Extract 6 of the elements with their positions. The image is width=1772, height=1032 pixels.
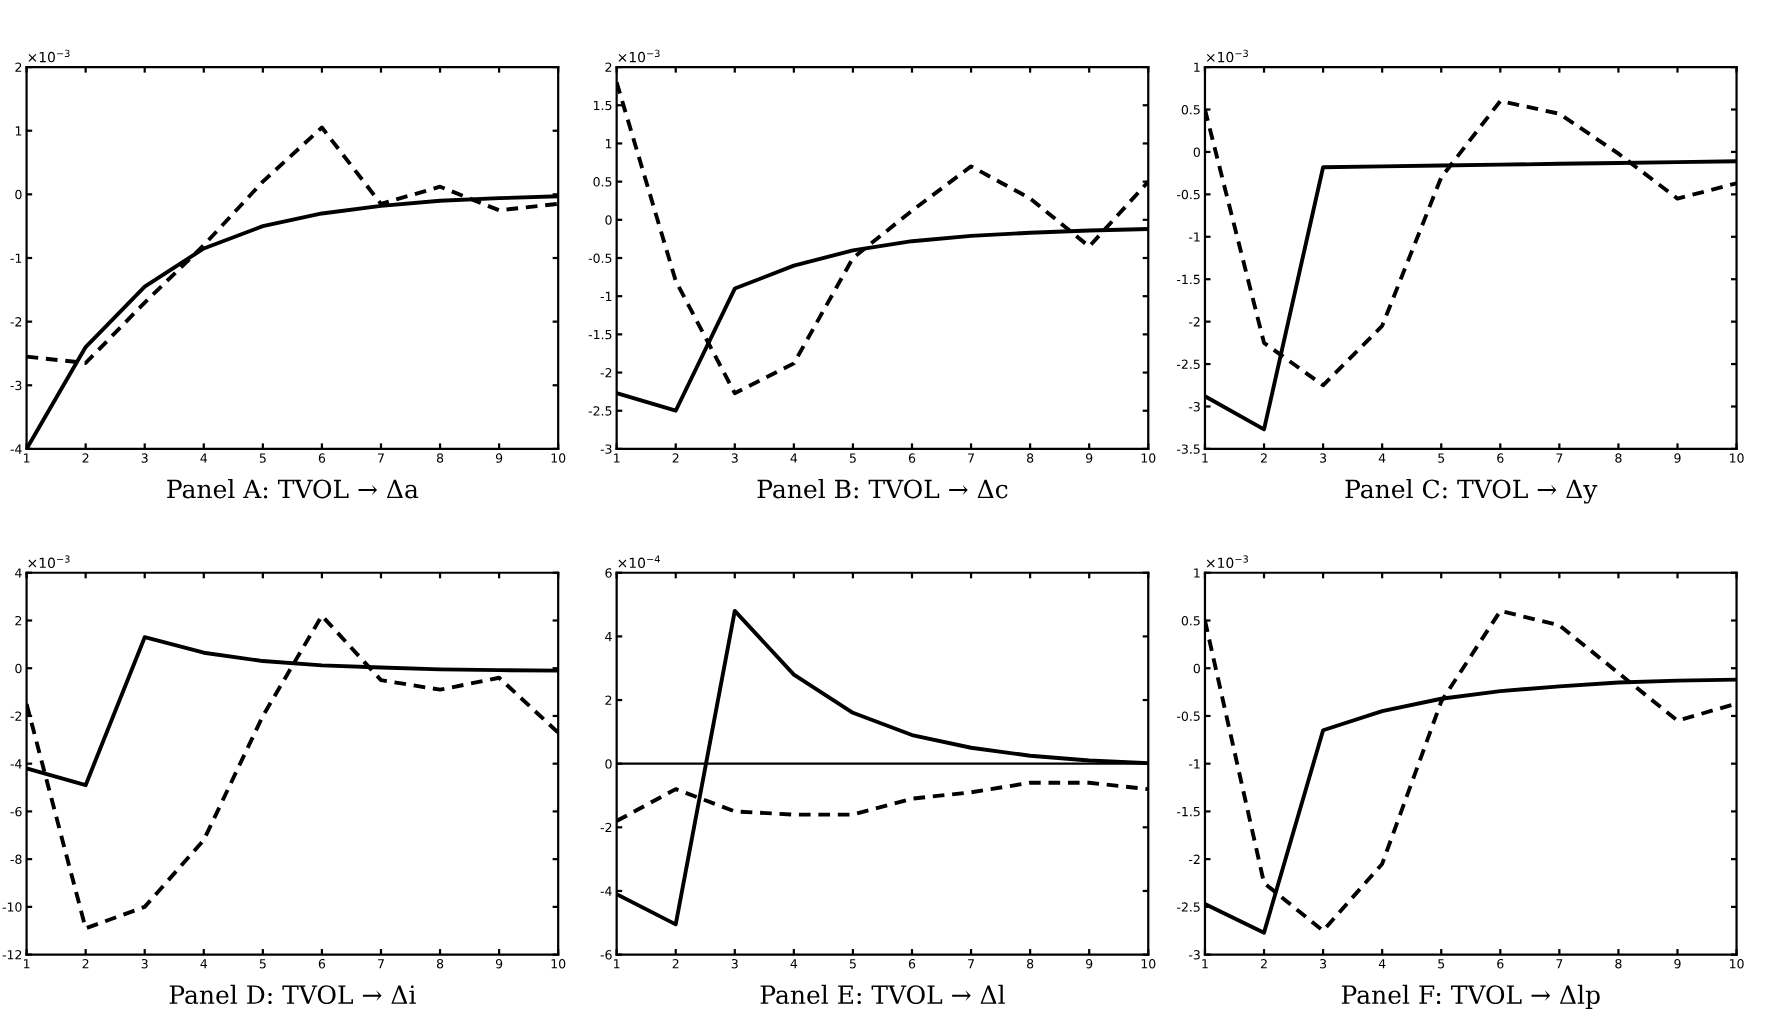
x-axis-title: Panel A: TVOL → Δa — [167, 479, 419, 499]
x-axis-title: Panel E: TVOL → Δl — [760, 984, 1005, 1005]
x-axis-title: Panel B: TVOL → Δc — [757, 479, 1008, 499]
x-axis-title: Panel D: TVOL → Δi — [169, 984, 416, 1005]
x-axis-title: Panel F: TVOL → Δlp — [1341, 984, 1600, 1009]
x-axis-title: Panel C: TVOL → Δy — [1345, 479, 1598, 504]
